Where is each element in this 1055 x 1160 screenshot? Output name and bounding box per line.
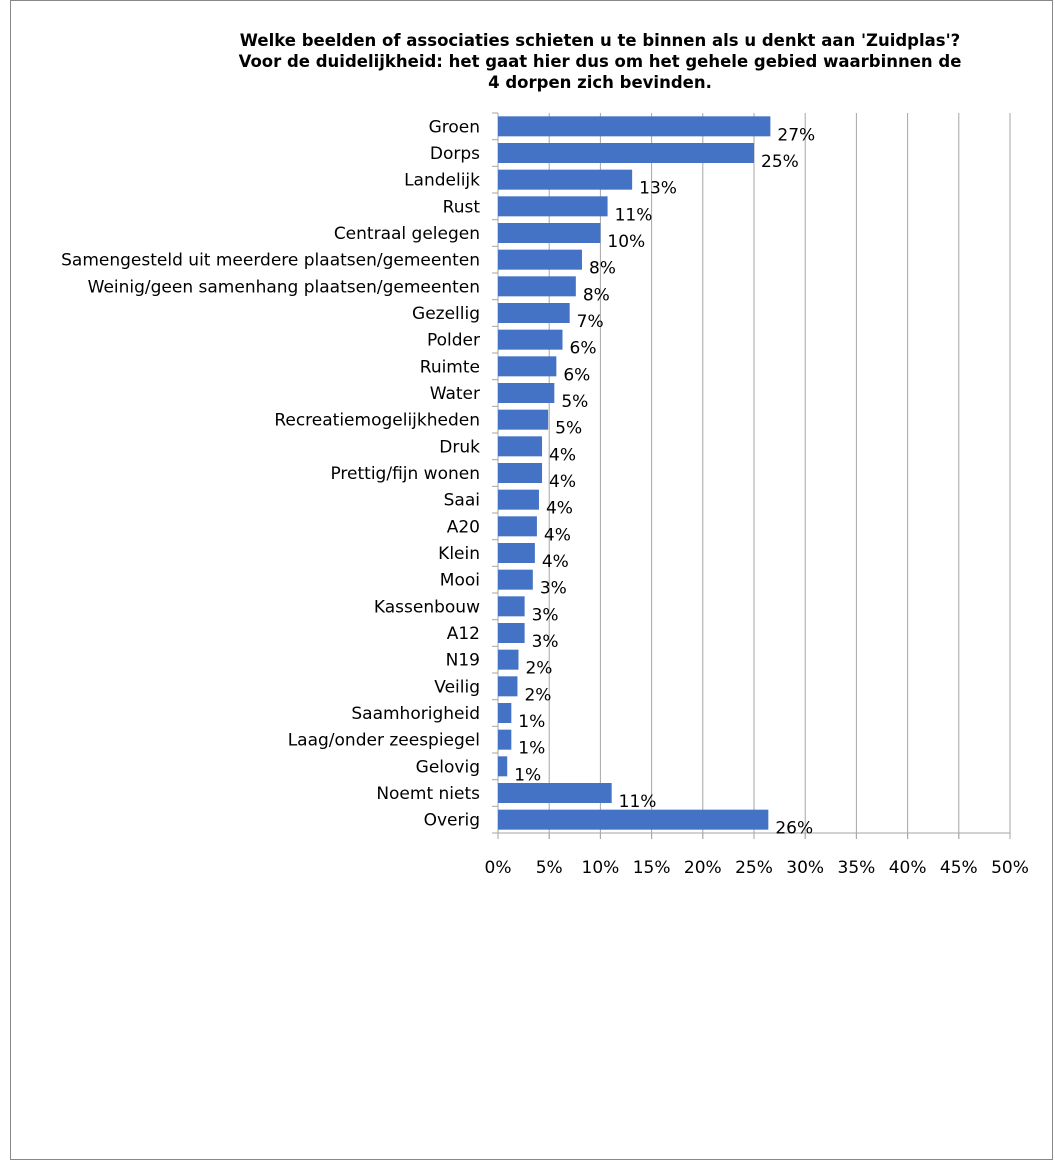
category-label: N19: [446, 651, 480, 671]
bar: [498, 543, 535, 563]
category-label: Veilig: [434, 677, 480, 697]
category-label: Weinig/geen samenhang plaatsen/gemeenten: [88, 277, 480, 297]
category-label: Groen: [429, 117, 480, 137]
value-label: 25%: [761, 152, 799, 172]
bar: [498, 703, 512, 723]
value-label: 2%: [524, 685, 551, 705]
category-label: Kassenbouw: [374, 597, 480, 617]
value-label: 8%: [583, 285, 610, 305]
bar: [498, 356, 557, 377]
value-label: 4%: [549, 445, 576, 465]
bar: [498, 303, 570, 323]
x-tick-label: 10%: [582, 858, 620, 878]
bar: [498, 143, 754, 163]
value-label: 3%: [532, 632, 559, 652]
bar: [498, 409, 549, 430]
bar: [498, 623, 525, 643]
value-label: 13%: [639, 179, 677, 199]
category-label: Prettig/fijn wonen: [330, 464, 480, 484]
bar: [498, 249, 582, 270]
x-tick-label: 35%: [838, 858, 876, 878]
value-label: 10%: [607, 232, 645, 252]
category-label: A12: [447, 624, 480, 644]
category-label: Centraal gelegen: [334, 224, 480, 244]
category-label: Mooi: [440, 571, 480, 591]
bar: [498, 329, 563, 350]
category-label: Landelijk: [404, 171, 480, 191]
category-label: Overig: [424, 811, 480, 831]
x-tick-label: 25%: [735, 858, 773, 878]
x-tick-label: 40%: [889, 858, 927, 878]
value-label: 1%: [518, 739, 545, 759]
value-label: 3%: [540, 579, 567, 599]
bar: [498, 223, 601, 243]
x-tick-label: 15%: [633, 858, 671, 878]
value-label: 1%: [514, 765, 541, 785]
x-tick-label: 0%: [485, 858, 512, 878]
bar: [498, 729, 512, 750]
category-label: Rust: [443, 197, 481, 217]
bar: [498, 463, 543, 483]
bar: [498, 436, 543, 457]
category-label: Gezellig: [412, 304, 480, 324]
bar: [498, 756, 508, 777]
bar: [498, 276, 576, 297]
category-label: Noemt niets: [376, 784, 480, 804]
value-label: 8%: [589, 259, 616, 279]
chart-title: Welke beelden of associaties schieten u …: [150, 30, 1050, 93]
category-label: Ruimte: [420, 357, 480, 377]
value-label: 4%: [542, 552, 569, 572]
value-label: 11%: [615, 205, 653, 225]
value-label: 5%: [555, 419, 582, 439]
bar: [498, 783, 612, 803]
bar: [498, 489, 539, 510]
x-tick-label: 50%: [991, 858, 1029, 878]
category-label: Klein: [438, 544, 480, 564]
chart-title-line-3: 4 dorpen zich bevinden.: [488, 73, 712, 92]
value-label: 4%: [546, 499, 573, 519]
bar: [498, 809, 769, 830]
value-label: 3%: [532, 605, 559, 625]
category-label: Dorps: [430, 144, 480, 164]
category-label: Saai: [444, 491, 480, 511]
category-label: Saamhorigheid: [351, 704, 480, 724]
value-label: 6%: [570, 339, 597, 359]
x-tick-label: 30%: [786, 858, 824, 878]
category-label: Gelovig: [416, 757, 480, 777]
bar: [498, 169, 633, 190]
category-label: Samengesteld uit meerdere plaatsen/gemee…: [61, 251, 480, 271]
bar: [498, 596, 525, 617]
category-label: Druk: [439, 437, 480, 457]
value-label: 11%: [619, 792, 657, 812]
value-label: 7%: [577, 312, 604, 332]
bar: [498, 383, 555, 403]
category-label: Polder: [427, 331, 480, 351]
bar: [498, 116, 771, 137]
category-label: Water: [430, 384, 480, 404]
value-label: 27%: [777, 125, 815, 145]
bar: [498, 569, 533, 590]
x-tick-label: 5%: [536, 858, 563, 878]
x-tick-label: 45%: [940, 858, 978, 878]
bar: [498, 516, 537, 537]
chart-title-line-2: Voor de duidelijkheid: het gaat hier dus…: [238, 52, 962, 71]
value-label: 2%: [525, 659, 552, 679]
value-label: 6%: [563, 365, 590, 385]
chart-title-line-1: Welke beelden of associaties schieten u …: [239, 31, 961, 50]
x-tick-label: 20%: [684, 858, 722, 878]
category-label: Recreatiemogelijkheden: [274, 411, 480, 431]
bar: [498, 676, 518, 697]
value-label: 5%: [561, 392, 588, 412]
bar: [498, 649, 519, 670]
bar: [498, 196, 608, 217]
category-label: Laag/onder zeespiegel: [288, 731, 480, 751]
value-label: 4%: [549, 472, 576, 492]
value-label: 4%: [544, 525, 571, 545]
value-label: 1%: [518, 712, 545, 732]
category-label: A20: [447, 517, 480, 537]
value-label: 26%: [775, 819, 813, 839]
